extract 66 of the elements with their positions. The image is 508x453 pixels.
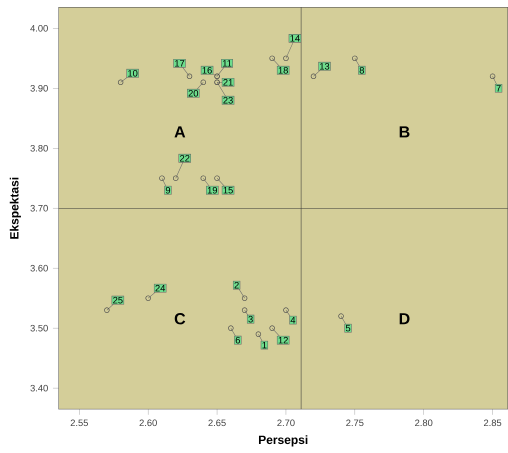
y-tick-label: 4.00 <box>30 24 48 32</box>
annotation: C <box>174 313 186 324</box>
x-tick-label: 2.70 <box>277 419 295 426</box>
annotation: 15 <box>224 186 233 194</box>
point <box>104 307 110 313</box>
point <box>310 74 316 79</box>
y-tick-label: 3.60 <box>30 264 48 272</box>
annotation: 1 <box>262 342 267 348</box>
y-tick-label: 3.90 <box>30 84 48 92</box>
point <box>186 74 192 79</box>
annotation: 13 <box>320 62 330 70</box>
y-tick-label: 3.70 <box>30 204 48 212</box>
x-tick-label: 2.55 <box>70 419 88 426</box>
point <box>283 307 289 313</box>
point <box>200 175 206 181</box>
annotation: D <box>400 313 410 324</box>
x-tick-label: 2.80 <box>415 419 432 426</box>
annotation: 21 <box>223 79 233 86</box>
annotation: 4 <box>290 316 296 324</box>
point <box>352 56 358 61</box>
point <box>118 80 124 85</box>
annotation: 20 <box>188 90 198 97</box>
annotation: 19 <box>208 186 218 194</box>
x-axis-title: Persepsi <box>258 435 308 446</box>
point <box>490 74 496 79</box>
point <box>200 80 206 85</box>
annotation: 6 <box>236 336 240 344</box>
y-axis-title: Ekspektasi <box>10 178 21 239</box>
annotation: 23 <box>223 96 233 104</box>
annotation: 12 <box>278 336 288 344</box>
point <box>228 325 234 331</box>
annotation: 25 <box>113 296 123 304</box>
x-tick-label: 2.65 <box>208 419 226 426</box>
y-tick-label: 3.80 <box>30 144 48 152</box>
annotation: 10 <box>128 70 138 77</box>
point <box>242 307 248 313</box>
annotation: 14 <box>290 35 300 42</box>
point <box>159 175 165 181</box>
point <box>338 313 344 319</box>
annotation: 22 <box>180 154 190 162</box>
x-tick-label: 2.75 <box>346 419 364 426</box>
annotation: 16 <box>202 66 212 74</box>
annotation: 17 <box>175 60 184 66</box>
point <box>214 175 220 181</box>
point <box>269 56 275 61</box>
x-tick-label: 2.60 <box>140 419 157 426</box>
point <box>283 56 289 61</box>
annotation: 8 <box>360 66 364 74</box>
annotation: 2 <box>234 282 239 288</box>
x-tick-label: 2.85 <box>484 419 502 426</box>
annotation: B <box>400 126 410 138</box>
point <box>269 325 275 331</box>
point <box>145 295 151 301</box>
annotation: A <box>174 126 186 138</box>
annotation: 11 <box>222 60 232 66</box>
point <box>242 295 248 301</box>
point <box>173 175 178 181</box>
annotation: 3 <box>248 316 253 322</box>
annotation: 5 <box>346 324 350 332</box>
y-tick-label: 3.40 <box>30 384 48 392</box>
annotation: 9 <box>166 186 170 194</box>
y-tick-label: 3.50 <box>30 324 48 332</box>
point <box>256 331 262 337</box>
annotation: 7 <box>496 85 501 92</box>
annotation: 24 <box>155 284 166 292</box>
annotation: 18 <box>278 66 288 74</box>
